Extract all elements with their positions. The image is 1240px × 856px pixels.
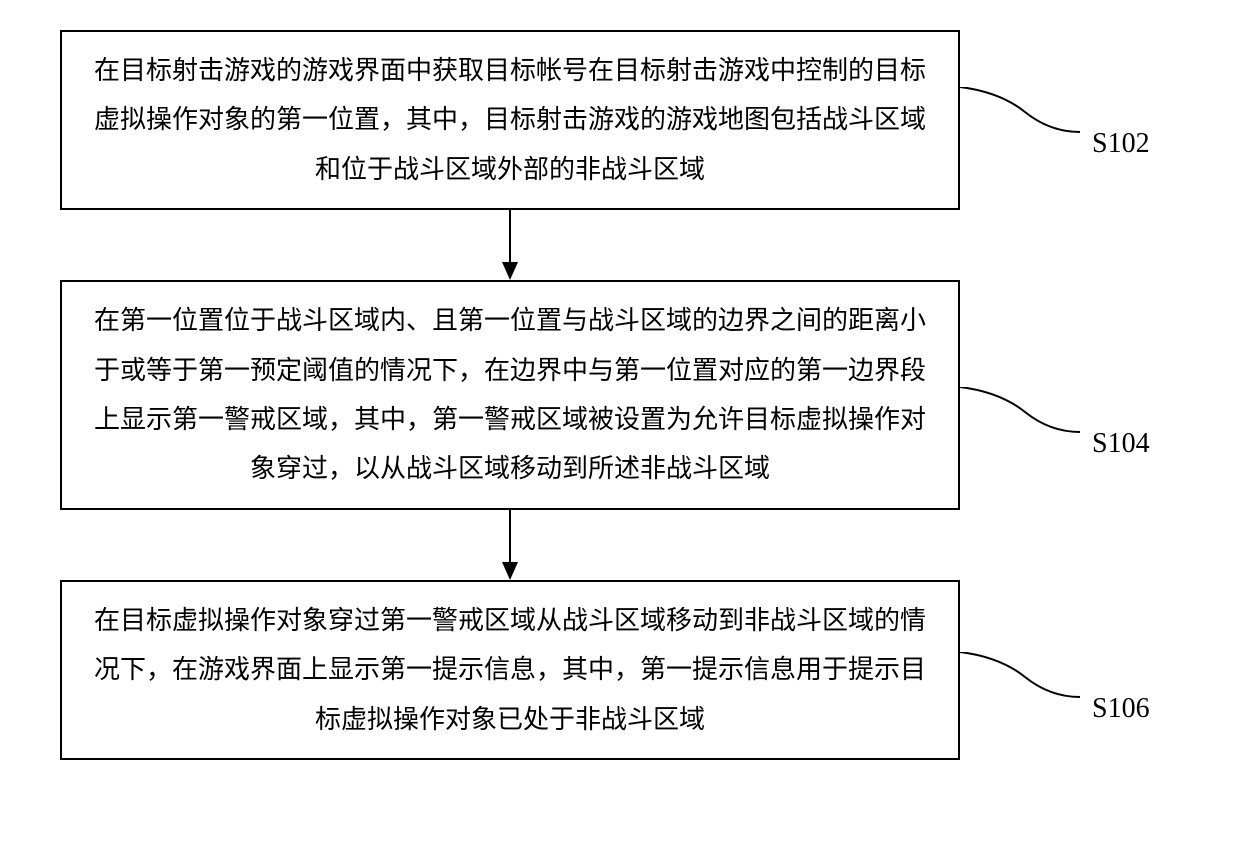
- box-3-text: 在目标虚拟操作对象穿过第一警戒区域从战斗区域移动到非战斗区域的情况下，在游戏界面…: [90, 596, 930, 744]
- arrow-1-container: [60, 210, 960, 280]
- connector-3: [960, 652, 1080, 702]
- box-1-text: 在目标射击游戏的游戏界面中获取目标帐号在目标射击游戏中控制的目标虚拟操作对象的第…: [90, 46, 930, 194]
- flowchart-box-2: 在第一位置位于战斗区域内、且第一位置与战斗区域的边界之间的距离小于或等于第一预定…: [60, 280, 960, 510]
- flowchart-box-1: 在目标射击游戏的游戏界面中获取目标帐号在目标射击游戏中控制的目标虚拟操作对象的第…: [60, 30, 960, 210]
- label-s102: S102: [1092, 117, 1150, 170]
- label-s106: S106: [1092, 682, 1150, 735]
- flowchart-container: 在目标射击游戏的游戏界面中获取目标帐号在目标射击游戏中控制的目标虚拟操作对象的第…: [0, 0, 1240, 760]
- label-s104: S104: [1092, 417, 1150, 470]
- connector-1: [960, 87, 1080, 137]
- arrow-2-container: [60, 510, 960, 580]
- flowchart-box-3: 在目标虚拟操作对象穿过第一警戒区域从战斗区域移动到非战斗区域的情况下，在游戏界面…: [60, 580, 960, 760]
- connector-2: [960, 387, 1080, 437]
- arrow-1: [495, 210, 525, 280]
- arrow-2: [495, 510, 525, 580]
- box-2-text: 在第一位置位于战斗区域内、且第一位置与战斗区域的边界之间的距离小于或等于第一预定…: [90, 296, 930, 494]
